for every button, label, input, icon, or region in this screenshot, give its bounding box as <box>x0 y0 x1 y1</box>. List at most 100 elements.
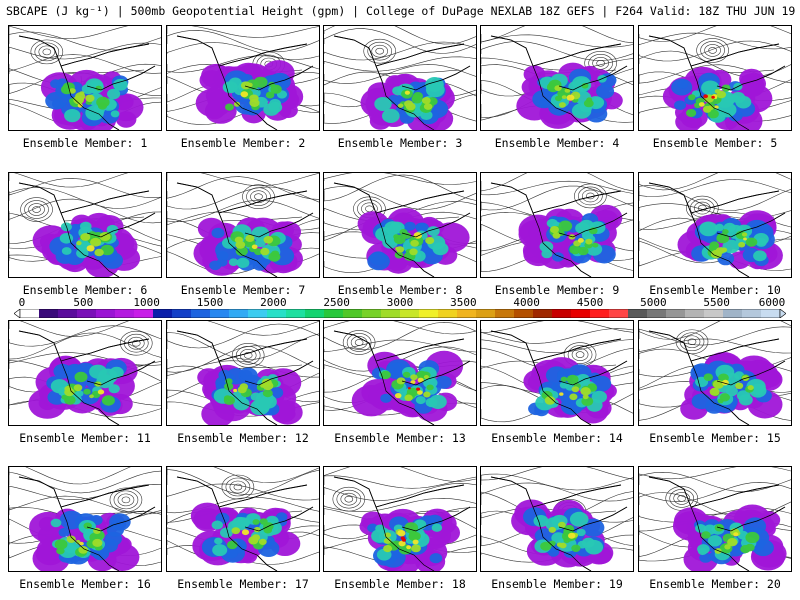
colorbar-swatch <box>609 309 629 318</box>
cape-map <box>481 321 633 425</box>
cape-map <box>9 173 161 277</box>
cape-map <box>639 26 791 130</box>
colorbar-swatch <box>77 309 97 318</box>
colorbar-swatch <box>153 309 173 318</box>
ensemble-member-label: Ensemble Member: 20 <box>649 577 781 591</box>
colorbar-swatch <box>324 309 344 318</box>
ensemble-member-label: Ensemble Member: 12 <box>177 431 309 445</box>
cape-map <box>481 173 633 277</box>
colorbar-swatch <box>647 309 667 318</box>
cape-map <box>324 26 476 130</box>
colorbar-swatch <box>286 309 306 318</box>
ensemble-member-map <box>166 320 320 426</box>
colorbar-swatch <box>628 309 648 318</box>
ensemble-member-map <box>166 466 320 572</box>
colorbar-swatch <box>552 309 572 318</box>
ensemble-member-map <box>638 320 792 426</box>
colorbar-swatch <box>343 309 363 318</box>
ensemble-member-label: Ensemble Member: 10 <box>649 283 781 297</box>
colorbar-swatch <box>742 309 762 318</box>
colorbar-tick-label: 3500 <box>450 296 477 309</box>
colorbar-swatch <box>39 309 59 318</box>
colorbar-swatch <box>723 309 743 318</box>
ensemble-member-map <box>8 466 162 572</box>
colorbar-tick-label: 500 <box>73 296 94 309</box>
cape-colorbar <box>14 309 786 318</box>
cape-map <box>481 26 633 130</box>
cape-map <box>324 173 476 277</box>
cape-map <box>9 467 161 571</box>
colorbar-swatch <box>248 309 268 318</box>
ensemble-member-map <box>323 172 477 278</box>
colorbar-tick-label: 2000 <box>260 296 287 309</box>
ensemble-member-map <box>638 466 792 572</box>
colorbar-left-arrow <box>14 309 21 318</box>
cape-map <box>167 26 319 130</box>
ensemble-member-map <box>166 25 320 131</box>
ensemble-member-map <box>8 172 162 278</box>
colorbar-swatch <box>514 309 534 318</box>
ensemble-member-label: Ensemble Member: 1 <box>22 136 148 150</box>
cape-map <box>9 26 161 130</box>
ensemble-member-map <box>480 466 634 572</box>
ensemble-member-label: Ensemble Member: 18 <box>334 577 466 591</box>
ensemble-member-label: Ensemble Member: 11 <box>19 431 151 445</box>
colorbar-swatch <box>495 309 515 318</box>
cape-map <box>167 173 319 277</box>
colorbar-swatch <box>400 309 420 318</box>
colorbar-swatch <box>267 309 287 318</box>
ensemble-member-label: Ensemble Member: 16 <box>19 577 151 591</box>
colorbar-swatch <box>172 309 192 318</box>
colorbar-swatch <box>571 309 591 318</box>
colorbar-swatch <box>704 309 724 318</box>
colorbar-swatch <box>229 309 249 318</box>
ensemble-member-map <box>323 320 477 426</box>
colorbar-tick-label: 2500 <box>323 296 350 309</box>
cape-map <box>167 467 319 571</box>
ensemble-member-map <box>323 466 477 572</box>
ensemble-member-label: Ensemble Member: 3 <box>337 136 463 150</box>
colorbar-swatch <box>58 309 78 318</box>
ensemble-member-map <box>166 172 320 278</box>
colorbar-swatch <box>305 309 325 318</box>
colorbar-swatch <box>685 309 705 318</box>
colorbar-swatch <box>134 309 154 318</box>
colorbar-tick-label: 4000 <box>513 296 540 309</box>
ensemble-member-label: Ensemble Member: 6 <box>22 283 148 297</box>
colorbar-tick-label: 5000 <box>640 296 667 309</box>
colorbar-swatch <box>666 309 686 318</box>
colorbar-tick-label: 0 <box>18 296 26 309</box>
colorbar-swatch <box>362 309 382 318</box>
cape-map <box>639 173 791 277</box>
colorbar-swatch <box>381 309 401 318</box>
ensemble-member-map <box>8 320 162 426</box>
cape-map <box>639 321 791 425</box>
cape-map <box>639 467 791 571</box>
cape-map <box>324 321 476 425</box>
cape-map <box>481 467 633 571</box>
colorbar-right-arrow <box>779 309 786 318</box>
ensemble-member-label: Ensemble Member: 13 <box>334 431 466 445</box>
colorbar-swatch <box>96 309 116 318</box>
ensemble-member-map <box>638 25 792 131</box>
colorbar-tick-label: 3000 <box>386 296 414 309</box>
ensemble-member-label: Ensemble Member: 4 <box>494 136 620 150</box>
ensemble-member-label: Ensemble Member: 2 <box>180 136 306 150</box>
colorbar-swatch <box>590 309 610 318</box>
ensemble-member-label: Ensemble Member: 9 <box>494 283 620 297</box>
ensemble-member-label: Ensemble Member: 19 <box>491 577 623 591</box>
ensemble-member-map <box>638 172 792 278</box>
colorbar-swatch <box>457 309 477 318</box>
colorbar-swatch <box>191 309 211 318</box>
colorbar-tick-label: 6000 <box>758 296 786 309</box>
ensemble-member-label: Ensemble Member: 17 <box>177 577 309 591</box>
colorbar-swatch <box>419 309 439 318</box>
colorbar-swatch <box>210 309 230 318</box>
ensemble-member-label: Ensemble Member: 15 <box>649 431 781 445</box>
colorbar-tick-label: 4500 <box>576 296 604 309</box>
colorbar-tick-label: 1500 <box>196 296 224 309</box>
cape-map <box>9 321 161 425</box>
page-title: SBCAPE (J kg⁻¹) | 500mb Geopotential Hei… <box>6 4 800 18</box>
cape-map <box>167 321 319 425</box>
